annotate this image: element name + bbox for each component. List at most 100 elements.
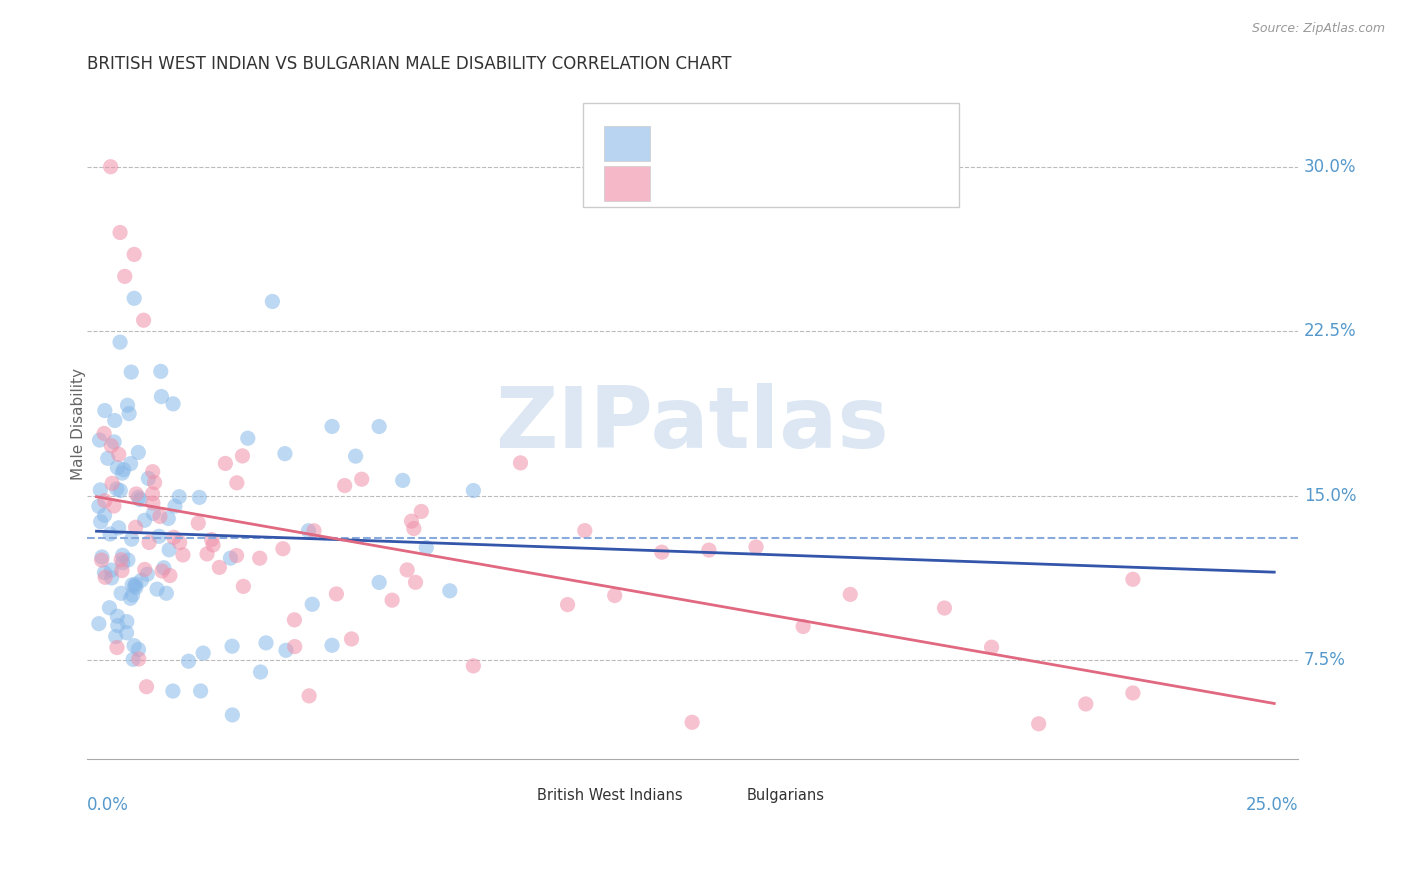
Point [146, 582, 169, 596]
Point [298, 689, 321, 703]
FancyBboxPatch shape [505, 789, 531, 803]
Point [108, 335, 131, 350]
Point [344, 449, 367, 463]
Point [249, 551, 271, 566]
Point [87, 616, 110, 631]
Point [124, 577, 146, 591]
FancyBboxPatch shape [583, 103, 959, 207]
Point [94, 570, 117, 584]
Point [681, 715, 703, 730]
Point [111, 466, 134, 480]
Point [134, 562, 156, 576]
Point [191, 646, 214, 660]
Point [142, 496, 165, 510]
Point [271, 541, 294, 556]
Point [225, 549, 247, 563]
Point [187, 516, 209, 530]
Point [153, 561, 176, 575]
Point [131, 573, 153, 587]
Point [90, 553, 112, 567]
Point [118, 407, 141, 421]
Point [105, 640, 128, 655]
Point [127, 490, 149, 504]
Point [121, 532, 143, 546]
Point [190, 684, 212, 698]
Point [142, 465, 165, 479]
Y-axis label: Male Disability: Male Disability [72, 368, 86, 481]
Point [125, 487, 148, 501]
Point [128, 642, 150, 657]
Point [104, 630, 127, 644]
Text: 22.5%: 22.5% [1303, 322, 1357, 340]
Point [129, 492, 152, 507]
Point [167, 490, 190, 504]
Point [934, 601, 956, 615]
Point [219, 551, 242, 566]
Point [163, 530, 186, 544]
Point [262, 294, 284, 309]
Point [114, 269, 136, 284]
Point [122, 291, 145, 305]
Point [94, 493, 117, 508]
Point [301, 597, 323, 611]
Point [159, 568, 181, 582]
Point [122, 247, 145, 261]
Point [401, 514, 423, 528]
Point [283, 613, 305, 627]
Point [1028, 716, 1050, 731]
Point [110, 586, 132, 600]
Point [254, 636, 277, 650]
Point [110, 483, 132, 498]
Point [90, 515, 112, 529]
Point [122, 652, 145, 666]
Point [157, 511, 180, 525]
Text: R =  -0.176   N = 75: R = -0.176 N = 75 [668, 176, 851, 191]
Point [121, 588, 143, 602]
Point [1122, 686, 1144, 700]
Point [463, 659, 485, 673]
Point [221, 639, 243, 653]
Point [134, 513, 156, 527]
Point [111, 548, 134, 562]
Point [274, 447, 297, 461]
Point [162, 684, 184, 698]
Point [745, 540, 768, 554]
Point [143, 475, 166, 490]
Point [188, 491, 211, 505]
Point [89, 483, 111, 497]
Text: Source: ZipAtlas.com: Source: ZipAtlas.com [1251, 22, 1385, 36]
Point [100, 439, 122, 453]
Point [302, 524, 325, 538]
Point [120, 365, 142, 379]
Point [208, 560, 231, 574]
Point [100, 563, 122, 577]
Text: 7.5%: 7.5% [1303, 651, 1346, 669]
Point [117, 398, 139, 412]
Point [162, 397, 184, 411]
Point [142, 507, 165, 521]
Point [100, 571, 122, 585]
Point [135, 680, 157, 694]
Point [100, 160, 122, 174]
Point [107, 447, 129, 461]
Point [98, 600, 121, 615]
Point [93, 566, 115, 580]
Point [110, 553, 132, 567]
Point [97, 451, 120, 466]
Text: ZIPatlas: ZIPatlas [495, 383, 890, 466]
Point [127, 445, 149, 459]
FancyBboxPatch shape [714, 789, 741, 803]
Point [391, 474, 413, 488]
Point [111, 556, 134, 570]
Point [557, 598, 579, 612]
Point [169, 535, 191, 549]
Point [195, 547, 218, 561]
Text: R =  -0.008   N = 91: R = -0.008 N = 91 [668, 136, 851, 151]
Point [411, 504, 433, 518]
Point [138, 535, 160, 549]
Point [249, 665, 271, 679]
Point [108, 226, 131, 240]
Point [201, 533, 224, 547]
FancyBboxPatch shape [605, 126, 650, 161]
Point [439, 583, 461, 598]
